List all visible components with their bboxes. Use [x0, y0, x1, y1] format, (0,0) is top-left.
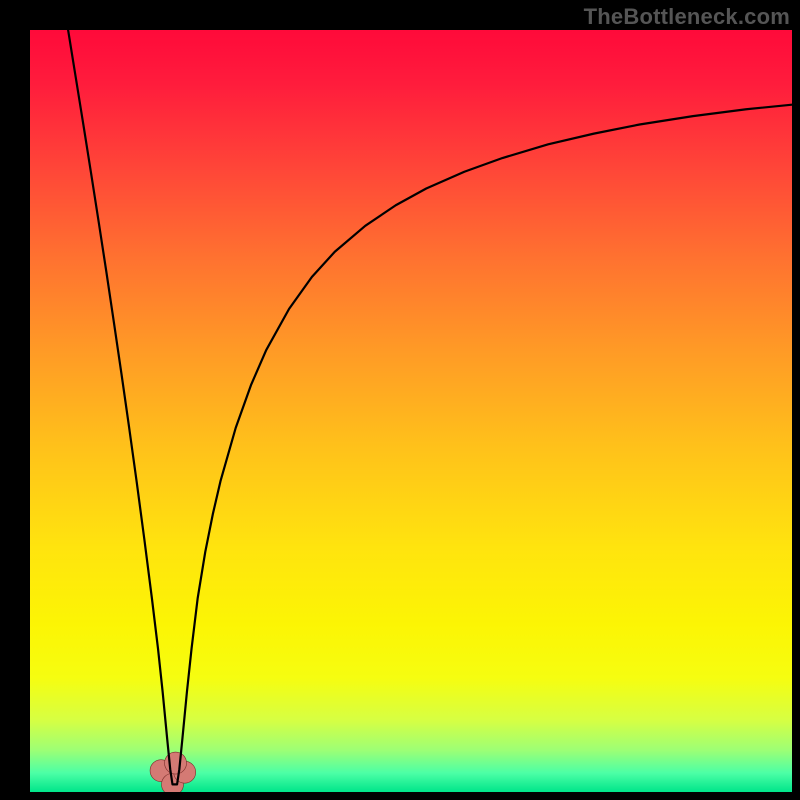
marker-cluster [150, 752, 196, 792]
plot-area [30, 30, 792, 792]
watermark-text: TheBottleneck.com [584, 4, 790, 30]
chart-frame: TheBottleneck.com [0, 0, 800, 800]
bottleneck-curve [68, 30, 792, 784]
curve-layer [30, 30, 792, 792]
